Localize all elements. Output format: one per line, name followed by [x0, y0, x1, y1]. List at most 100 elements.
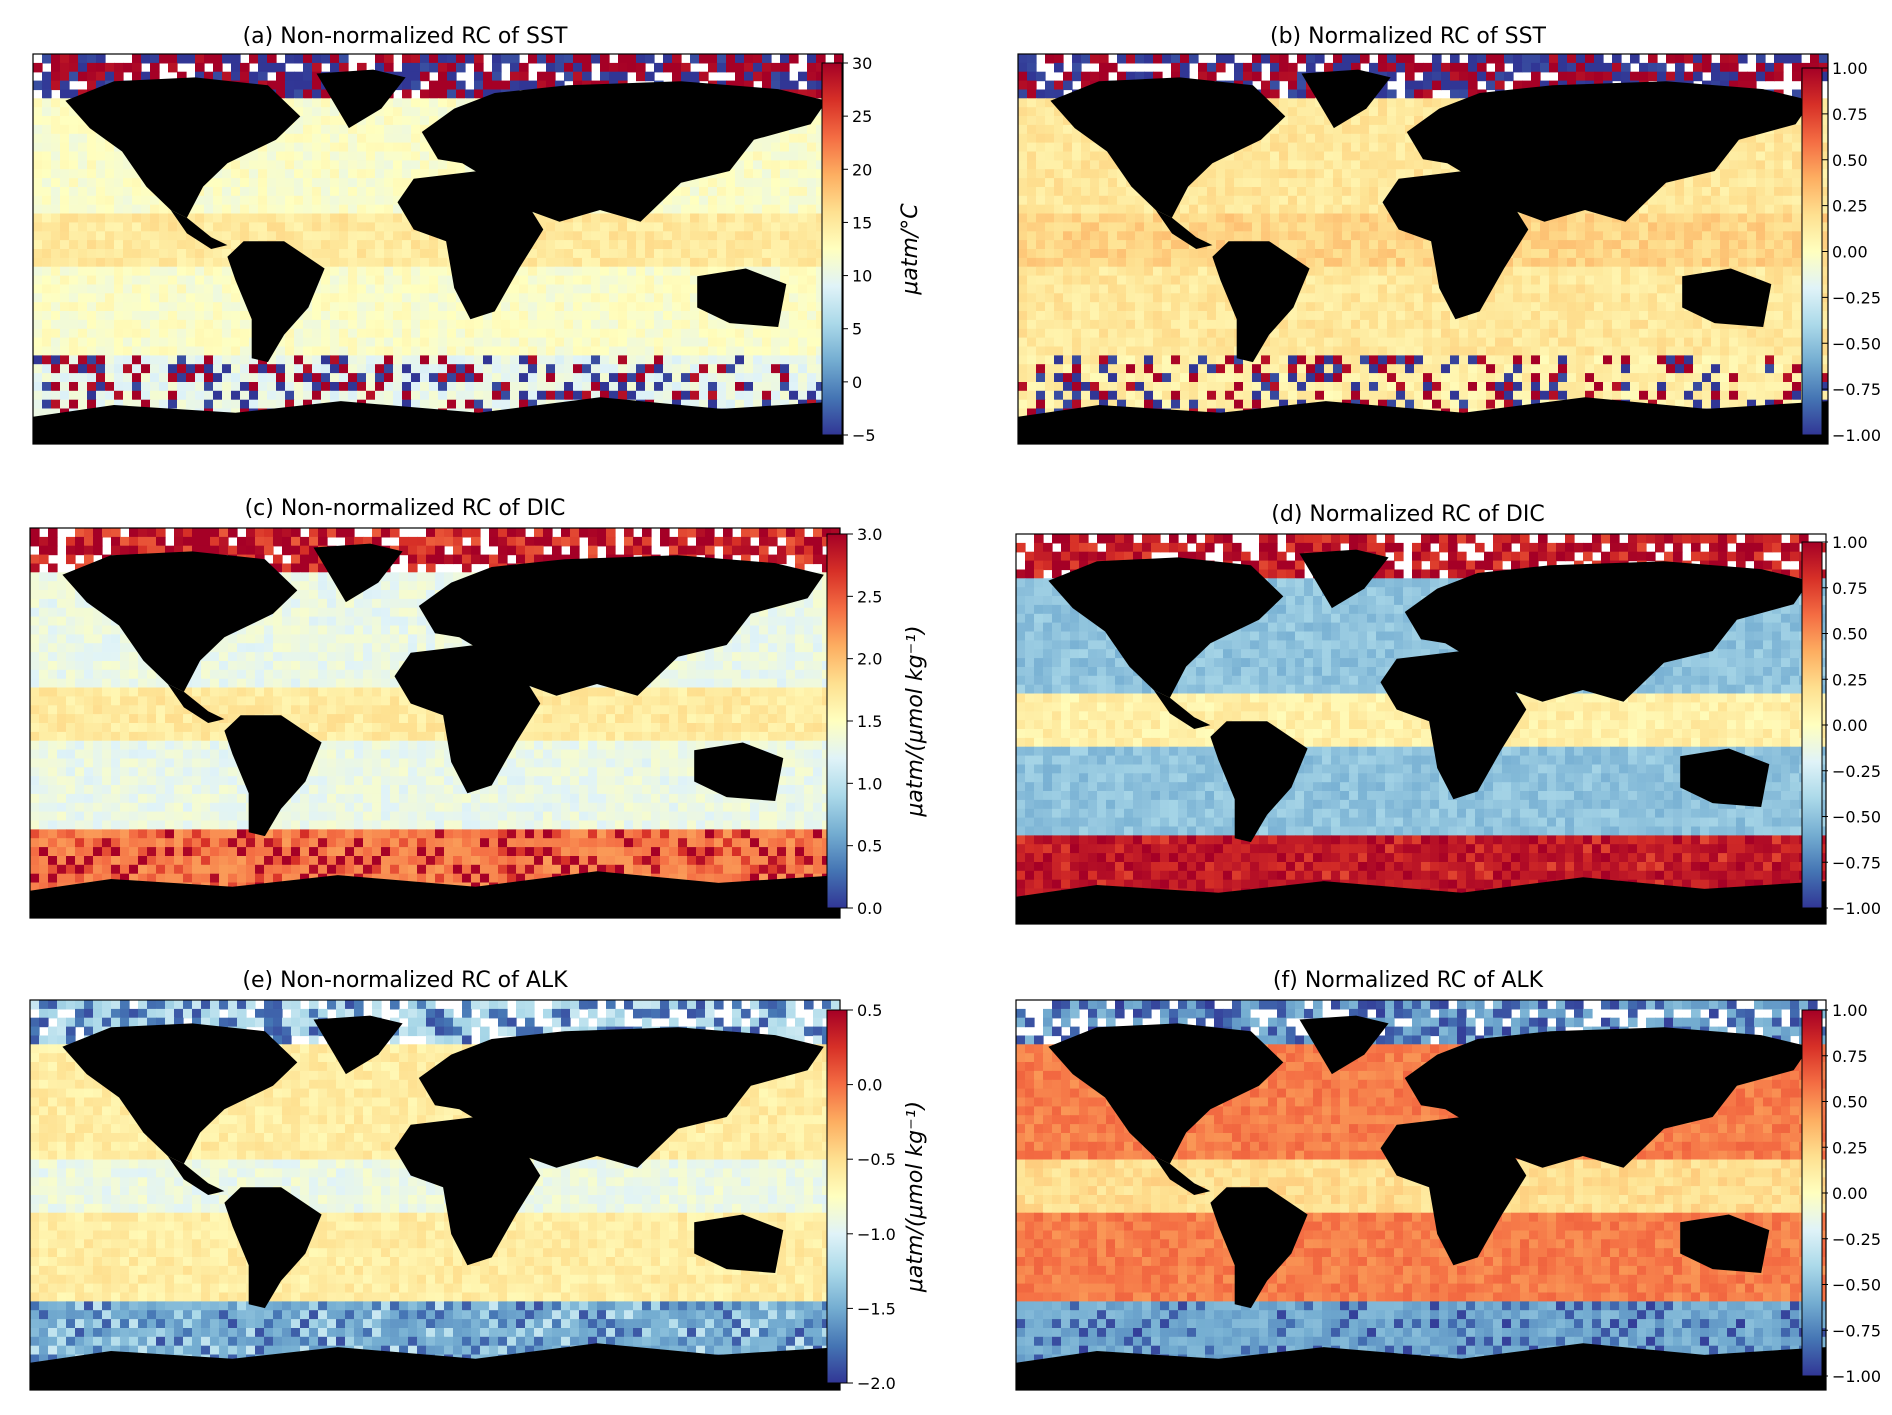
- land-eurasia: [1404, 1027, 1810, 1168]
- land-central-america: [167, 684, 225, 723]
- colorbar-tick-label: 1.0: [857, 774, 882, 793]
- colorbar-tick-label: −0.25: [1832, 288, 1881, 307]
- colorbar-tick-label: 0.00: [1832, 716, 1868, 735]
- colorbar-tick-label: −0.25: [1832, 1230, 1881, 1249]
- panel-e: (e) Non-normalized RC of ALK 0.5 0.0 −0.5 −1…: [29, 968, 928, 1393]
- colorbar-tick-label: −0.50: [1832, 808, 1881, 827]
- map-frame: [1015, 999, 1827, 1391]
- land-africa: [1380, 1117, 1527, 1266]
- colorbar-tick-label: −1.5: [857, 1299, 896, 1318]
- colorbar-tick-label: −0.50: [1832, 334, 1881, 353]
- land-australia: [1682, 268, 1772, 327]
- colorbar-tick-label: 0.0: [857, 1076, 882, 1095]
- land-eurasia: [418, 555, 824, 696]
- colorbar-tick-label: −0.5: [857, 1150, 896, 1169]
- colorbar-tick-label: 1.00: [1832, 59, 1868, 78]
- colorbar-tick-label: −2.0: [857, 1374, 896, 1393]
- panel-title: (d) Normalized RC of DIC: [1271, 502, 1544, 527]
- colorbar-tick-label: 0.25: [1832, 1138, 1868, 1157]
- land-south-america: [1210, 721, 1308, 843]
- colorbar-tick-label: 0.00: [1832, 1184, 1868, 1203]
- map-field: [33, 54, 843, 444]
- land-australia: [1680, 1214, 1770, 1273]
- map-field: [1016, 1000, 1826, 1390]
- land-africa: [394, 1117, 541, 1266]
- panel-title: (a) Non-normalized RC of SST: [243, 24, 568, 49]
- colorbar-tick-label: 5: [852, 320, 862, 339]
- colorbar-tick-label: 25: [852, 107, 872, 126]
- colorbar-tick-label: −0.75: [1832, 1321, 1881, 1340]
- land-antarctica: [33, 397, 843, 444]
- map-field: [1016, 534, 1826, 924]
- colorbar-tick-label: −5: [852, 426, 876, 445]
- land-north-america: [62, 1023, 298, 1164]
- colorbar-label: μatm/(μmol kg⁻¹): [903, 625, 928, 817]
- map-field: [30, 1000, 840, 1390]
- land-south-america: [227, 241, 325, 363]
- panel-b: (b) Normalized RC of SST 1.00 0.75 0.50 0.25…: [1017, 24, 1881, 445]
- land-eurasia: [1404, 561, 1810, 702]
- land-north-america: [1048, 557, 1284, 698]
- land-south-america: [224, 715, 322, 837]
- colorbar-tick-label: 10: [852, 267, 872, 286]
- panel-title: (f) Normalized RC of ALK: [1273, 968, 1544, 993]
- land-greenland: [1299, 1015, 1389, 1075]
- land-africa: [394, 645, 541, 794]
- colorbar: 1.00 0.75 0.50 0.25 0.00 −0.25 −0.50 −0.75 −1.00: [1801, 533, 1881, 918]
- map-frame: [32, 53, 844, 445]
- panel-d: (d) Normalized RC of DIC 1.00 0.75 0.50 0.25…: [1015, 502, 1881, 925]
- land-antarctica: [1016, 877, 1826, 924]
- colorbar-tick-label: 15: [852, 213, 872, 232]
- land-africa: [1382, 171, 1529, 320]
- colorbar-tick-label: 0.50: [1832, 151, 1868, 170]
- colorbar-tick-label: 0.50: [1832, 625, 1868, 644]
- colorbar-tick-label: −0.75: [1832, 380, 1881, 399]
- colorbar-tick-label: −0.25: [1832, 762, 1881, 781]
- colorbar-tick-label: 0.5: [857, 1001, 882, 1020]
- panel-a: (a) Non-normalized RC of SST 30 25 20 15 10 5 0…: [32, 24, 923, 445]
- panel-title: (e) Non-normalized RC of ALK: [242, 968, 568, 993]
- land-australia: [697, 268, 787, 327]
- map-field: [30, 528, 840, 918]
- land-australia: [1680, 748, 1770, 807]
- land-south-america: [1210, 1187, 1308, 1309]
- colorbar-tick-label: 0.75: [1832, 1047, 1868, 1066]
- colorbar-tick-label: −1.00: [1832, 899, 1881, 918]
- land-antarctica: [1016, 1343, 1826, 1390]
- colorbar-tick-label: −0.50: [1832, 1276, 1881, 1295]
- colorbar-tick-label: 1.5: [857, 712, 882, 731]
- colorbar-label: μatm/°C: [898, 203, 923, 296]
- colorbar: 3.0 2.5 2.0 1.5 1.0 0.5 0.0 μatm/(μmol kg⁻¹): [826, 525, 928, 918]
- land-eurasia: [421, 81, 827, 222]
- colorbar-tick-label: −1.00: [1832, 1367, 1881, 1386]
- land-africa: [1380, 651, 1527, 800]
- land-central-america: [170, 210, 228, 249]
- colorbar: 0.5 0.0 −0.5 −1.0 −1.5 −2.0 μatm/(μmol kg⁻¹): [826, 1001, 928, 1393]
- map-frame: [1017, 53, 1829, 445]
- colorbar-tick-label: 0.50: [1832, 1093, 1868, 1112]
- colorbar-tick-label: 0.75: [1832, 579, 1868, 598]
- land-antarctica: [1018, 397, 1828, 444]
- colorbar-tick-label: −1.00: [1832, 426, 1881, 445]
- panel-title: (b) Normalized RC of SST: [1270, 24, 1547, 49]
- land-greenland: [1301, 69, 1391, 129]
- map-frame: [1015, 533, 1827, 925]
- land-north-america: [62, 551, 298, 692]
- land-eurasia: [418, 1027, 824, 1168]
- land-greenland: [313, 543, 403, 603]
- land-antarctica: [30, 871, 840, 918]
- land-greenland: [1299, 549, 1389, 609]
- colorbar-tick-label: 1.00: [1832, 1001, 1868, 1020]
- colorbar-tick-label: 2.0: [857, 650, 882, 669]
- land-central-america: [1153, 1156, 1211, 1195]
- colorbar-tick-label: 30: [852, 54, 872, 73]
- colorbar-tick-label: 3.0: [857, 525, 882, 544]
- colorbar-tick-label: 20: [852, 160, 872, 179]
- colorbar-tick-label: 1.00: [1832, 533, 1868, 552]
- colorbar-label: μatm/(μmol kg⁻¹): [903, 1101, 928, 1293]
- colorbar: 1.00 0.75 0.50 0.25 0.00 −0.25 −0.50 −0.75 −1.00: [1801, 59, 1881, 445]
- colorbar: 30 25 20 15 10 5 0 −5 μatm/°C: [821, 54, 923, 445]
- colorbar-tick-label: −0.75: [1832, 853, 1881, 872]
- colorbar-tick-label: 0.5: [857, 837, 882, 856]
